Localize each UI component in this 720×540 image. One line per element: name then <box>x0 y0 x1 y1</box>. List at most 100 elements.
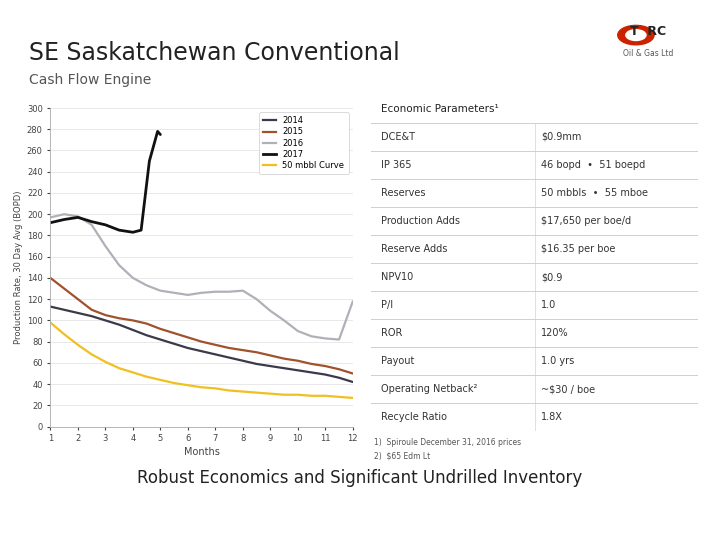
2015 <box>280 355 289 362</box>
Text: 1.0: 1.0 <box>541 300 557 310</box>
Line: 2017: 2017 <box>50 131 161 232</box>
Text: Reserves: Reserves <box>381 188 425 198</box>
Text: Operating Netback²: Operating Netback² <box>381 384 477 394</box>
Text: P/I: P/I <box>381 300 392 310</box>
2016 <box>238 287 247 294</box>
Text: Payout: Payout <box>381 356 414 366</box>
2014 <box>156 336 165 343</box>
50 mbbl Curve <box>87 351 96 357</box>
Text: 1)  Spiroule December 31, 2016 prices: 1) Spiroule December 31, 2016 prices <box>374 438 521 447</box>
50 mbbl Curve <box>46 319 55 326</box>
Text: 120%: 120% <box>541 328 569 338</box>
50 mbbl Curve <box>143 374 151 380</box>
2016 <box>101 243 109 249</box>
2016 <box>73 213 82 220</box>
50 mbbl Curve <box>280 392 289 398</box>
2016 <box>252 296 261 302</box>
2017 <box>73 214 82 221</box>
2016 <box>280 317 289 323</box>
2016 <box>156 287 165 294</box>
2016 <box>60 211 68 218</box>
2015 <box>348 370 357 377</box>
2014 <box>335 375 343 381</box>
Text: SE Saskatchewan Conventional: SE Saskatchewan Conventional <box>29 40 400 64</box>
50 mbbl Curve <box>101 359 109 365</box>
2017 <box>46 219 55 226</box>
2015 <box>46 275 55 281</box>
2017 <box>87 218 96 225</box>
2016 <box>307 333 316 340</box>
50 mbbl Curve <box>197 384 206 390</box>
X-axis label: Months: Months <box>184 448 220 457</box>
2017 <box>129 229 138 235</box>
2016 <box>184 292 192 298</box>
2014 <box>266 363 274 369</box>
Text: DCE&T: DCE&T <box>381 132 415 141</box>
Text: Recycle Ratio: Recycle Ratio <box>381 413 446 422</box>
2015 <box>266 352 274 359</box>
2015 <box>294 357 302 364</box>
2015 <box>60 285 68 292</box>
2014 <box>252 361 261 367</box>
2016 <box>170 289 179 296</box>
2014 <box>238 357 247 364</box>
2014 <box>46 303 55 310</box>
Text: Production Adds: Production Adds <box>381 216 459 226</box>
2014 <box>129 327 138 333</box>
2015 <box>184 334 192 341</box>
50 mbbl Curve <box>211 385 220 392</box>
2017 <box>153 128 162 134</box>
50 mbbl Curve <box>60 331 68 338</box>
2014 <box>211 351 220 357</box>
Text: IP 365: IP 365 <box>381 160 411 170</box>
Text: 50 mbbls  •  55 mboe: 50 mbbls • 55 mboe <box>541 188 648 198</box>
2016 <box>294 328 302 334</box>
50 mbbl Curve <box>129 369 138 376</box>
Text: $16.35 per boe: $16.35 per boe <box>541 244 616 254</box>
50 mbbl Curve <box>348 395 357 401</box>
2015 <box>307 361 316 367</box>
50 mbbl Curve <box>335 394 343 400</box>
Text: Robust Economics and Significant Undrilled Inventory: Robust Economics and Significant Undrill… <box>138 469 582 487</box>
Y-axis label: Production Rate, 30 Day Avg (BOPD): Production Rate, 30 Day Avg (BOPD) <box>14 191 23 344</box>
Text: Cash Flow Engine: Cash Flow Engine <box>29 73 151 87</box>
50 mbbl Curve <box>184 382 192 388</box>
2014 <box>184 345 192 351</box>
Text: $0.9: $0.9 <box>541 272 562 282</box>
2015 <box>101 312 109 318</box>
2014 <box>87 313 96 319</box>
2016 <box>225 288 233 295</box>
Text: ROR: ROR <box>381 328 402 338</box>
2015 <box>238 347 247 353</box>
2016 <box>87 221 96 228</box>
2014 <box>60 307 68 313</box>
2016 <box>335 336 343 343</box>
Text: 9: 9 <box>690 518 699 531</box>
Line: 50 mbbl Curve: 50 mbbl Curve <box>50 322 353 398</box>
2015 <box>211 342 220 348</box>
2014 <box>348 379 357 385</box>
Text: 46 bopd  •  51 boepd: 46 bopd • 51 boepd <box>541 160 645 170</box>
Legend: 2014, 2015, 2016, 2017, 50 mbbl Curve: 2014, 2015, 2016, 2017, 50 mbbl Curve <box>259 112 348 174</box>
50 mbbl Curve <box>114 365 123 372</box>
50 mbbl Curve <box>266 390 274 397</box>
50 mbbl Curve <box>307 393 316 399</box>
2014 <box>294 367 302 374</box>
Text: Reserve Adds: Reserve Adds <box>381 244 447 254</box>
2016 <box>348 298 357 305</box>
Text: T  RC: T RC <box>630 25 666 38</box>
50 mbbl Curve <box>170 380 179 386</box>
2017 <box>60 216 68 222</box>
2016 <box>321 335 330 342</box>
2017 <box>145 158 153 164</box>
2014 <box>307 369 316 376</box>
2016 <box>129 275 138 281</box>
2015 <box>87 307 96 313</box>
2014 <box>280 365 289 372</box>
2014 <box>73 310 82 316</box>
Text: 1.0 yrs: 1.0 yrs <box>541 356 575 366</box>
2017 <box>114 227 123 233</box>
2014 <box>143 332 151 339</box>
Text: $0.9mm: $0.9mm <box>541 132 582 141</box>
2015 <box>129 317 138 323</box>
